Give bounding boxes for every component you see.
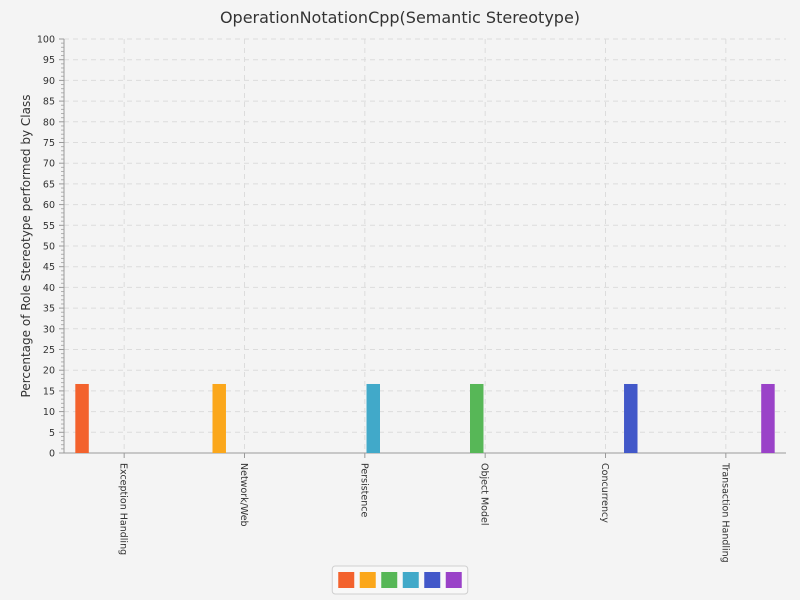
y-tick-label: 100 xyxy=(37,35,55,46)
grid xyxy=(64,38,786,453)
bars xyxy=(75,383,775,453)
legend-swatch xyxy=(381,572,398,588)
y-tick-label: 15 xyxy=(43,386,55,397)
y-tick-label: 5 xyxy=(49,428,55,439)
legend-swatch xyxy=(424,572,441,588)
x-tick-label: Network/Web xyxy=(238,463,249,527)
y-tick-label: 30 xyxy=(43,324,55,335)
y-tick-label: 75 xyxy=(43,138,55,149)
y-tick-label: 85 xyxy=(43,97,55,108)
legend xyxy=(331,565,469,595)
bar xyxy=(75,383,89,453)
y-tick-label: 55 xyxy=(43,221,55,232)
y-tick-label: 80 xyxy=(43,117,55,128)
y-tick-label: 20 xyxy=(43,366,55,377)
y-tick-label: 70 xyxy=(43,159,55,170)
y-tick-label: 25 xyxy=(43,345,55,356)
legend-swatch xyxy=(338,572,355,588)
bar xyxy=(624,383,638,453)
x-tick-label: Persistence xyxy=(358,463,369,517)
y-tick-label: 65 xyxy=(43,179,55,190)
legend-swatch xyxy=(402,572,419,588)
bar xyxy=(366,383,380,453)
x-tick-label: Object Model xyxy=(479,463,490,525)
y-tick-label: 35 xyxy=(43,304,55,315)
y-tick-label: 50 xyxy=(43,242,55,253)
y-tick-label: 95 xyxy=(43,55,55,66)
legend-swatch xyxy=(445,572,462,588)
y-tick-label: 45 xyxy=(43,262,55,273)
y-tick-label: 60 xyxy=(43,200,55,211)
bar xyxy=(470,383,484,453)
axes: 0 5 10 15 20 25 30 35 40 45 50 55 60 65 70 75 80 85 90 95 10… xyxy=(37,35,786,563)
bar xyxy=(212,383,226,453)
y-axis-label: Percentage of Role Stereotype performed … xyxy=(19,95,33,398)
x-tick-label: Exception Handling xyxy=(118,463,129,555)
chart-title: OperationNotationCpp(Semantic Stereotype… xyxy=(220,8,580,27)
x-tick-label: Transaction Handling xyxy=(719,462,730,563)
bar xyxy=(761,383,775,453)
x-tick-label: Concurrency xyxy=(599,463,610,523)
y-tick-label: 90 xyxy=(43,76,55,87)
legend-swatch xyxy=(359,572,376,588)
y-tick-label: 10 xyxy=(43,407,55,418)
y-tick-label: 40 xyxy=(43,283,55,294)
y-tick-label: 0 xyxy=(49,449,55,460)
